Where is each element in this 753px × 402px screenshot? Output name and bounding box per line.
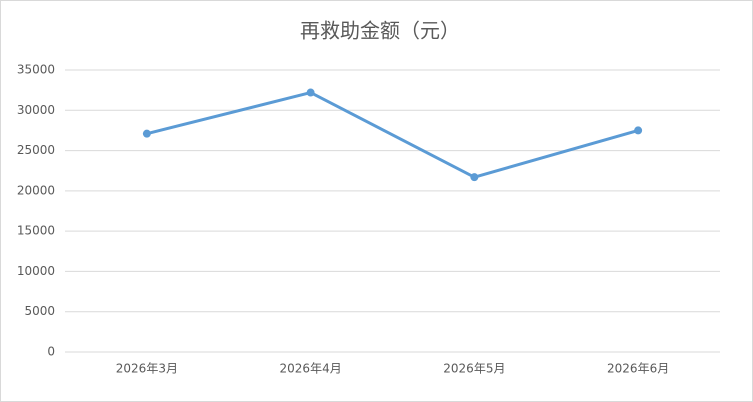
y-tick-label: 5000: [24, 304, 55, 318]
y-tick-label: 15000: [17, 224, 55, 238]
x-tick-label: 2026年3月: [116, 362, 178, 376]
point: [142, 129, 151, 138]
chart-title: 再救助金额（元）: [300, 19, 460, 43]
point: [634, 126, 643, 135]
x-tick-label: 2026年5月: [443, 362, 505, 376]
y-tick-label: 25000: [17, 143, 55, 157]
x-tick-label: 2026年6月: [607, 362, 669, 376]
y-tick-label: 0: [47, 345, 55, 359]
y-tick-label: 10000: [17, 264, 55, 278]
line: [145, 91, 640, 179]
x-tick-label: 2026年4月: [280, 362, 342, 376]
y-tick-label: 35000: [17, 63, 55, 77]
y-tick-label: 20000: [17, 183, 55, 197]
point: [306, 88, 315, 97]
point: [470, 173, 479, 182]
y-tick-label: 30000: [17, 103, 55, 117]
